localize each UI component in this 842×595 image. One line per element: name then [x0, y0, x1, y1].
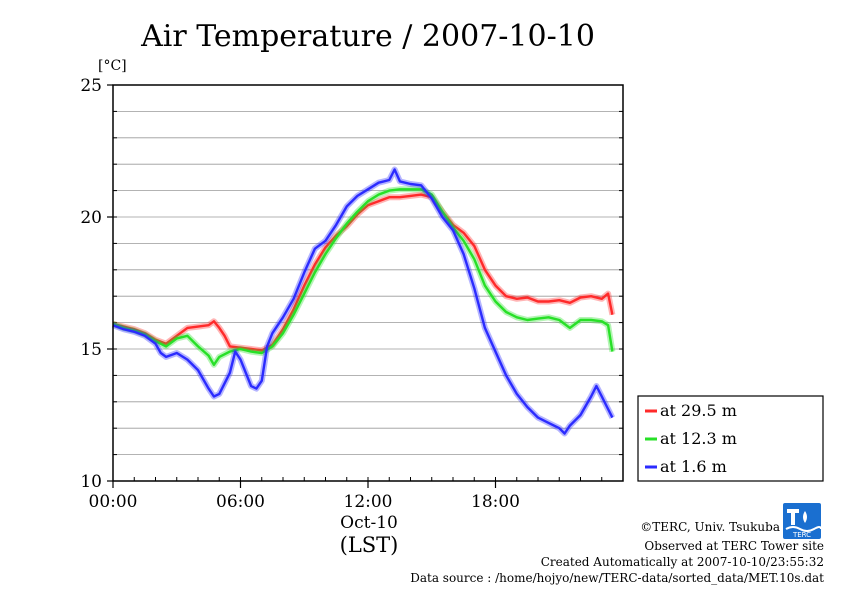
y-tick-label: 10 [80, 472, 102, 492]
series-halo [111, 186, 616, 368]
legend-label: at 12.3 m [660, 429, 737, 448]
plot-area-frame [112, 84, 624, 482]
y-tick-label: 25 [80, 76, 102, 96]
legend-box [637, 395, 824, 482]
y-axis-unit: [°C] [98, 58, 127, 74]
y-axis-ticks: 25 20 15 10 [80, 76, 623, 492]
logo-text: TERC [792, 531, 811, 539]
copyright-text: ©TERC, Univ. Tsukuba [640, 520, 780, 534]
chart-title: Air Temperature / 2007-10-10 [140, 19, 595, 54]
x-tick-label: 12:00 [344, 492, 393, 512]
y-tick-label: 20 [80, 208, 102, 228]
x-axis-date-label: Oct-10 [340, 513, 398, 533]
x-tick-label: 06:00 [216, 492, 265, 512]
series-line [112, 168, 614, 435]
x-axis-label: (LST) [340, 533, 399, 557]
y-tick-label: 15 [80, 340, 102, 360]
x-tick-label: 00:00 [89, 492, 138, 512]
terc-logo: TERC [783, 503, 822, 539]
created-timestamp-text: Created Automatically at 2007-10-10/23:5… [541, 555, 824, 569]
x-axis-ticks: 00:00 06:00 12:00 18:00 [89, 477, 603, 512]
series-lines [111, 166, 616, 437]
x-tick-label: 18:00 [471, 492, 520, 512]
series-line [112, 193, 614, 352]
legend-label: at 29.5 m [660, 401, 737, 420]
observed-site-text: Observed at TERC Tower site [644, 539, 824, 553]
grid-lines [113, 111, 623, 456]
data-source-text: Data source : /home/hojyo/new/TERC-data/… [410, 571, 824, 585]
legend-label: at 1.6 m [660, 457, 727, 476]
legend: at 29.5 m at 12.3 m at 1.6 m [637, 395, 824, 482]
series-line [112, 188, 614, 366]
